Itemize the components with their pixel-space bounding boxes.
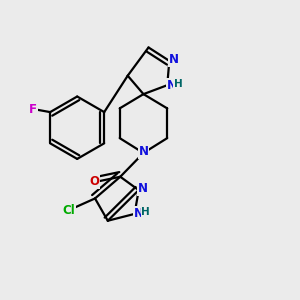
Text: N: N — [134, 207, 144, 220]
Text: N: N — [167, 79, 177, 92]
Text: Cl: Cl — [62, 204, 75, 218]
Text: H: H — [174, 79, 183, 89]
Text: F: F — [29, 103, 37, 116]
Text: N: N — [138, 182, 148, 195]
Text: H: H — [142, 207, 150, 218]
Text: N: N — [169, 53, 179, 66]
Text: O: O — [89, 175, 99, 188]
Text: N: N — [139, 145, 148, 158]
